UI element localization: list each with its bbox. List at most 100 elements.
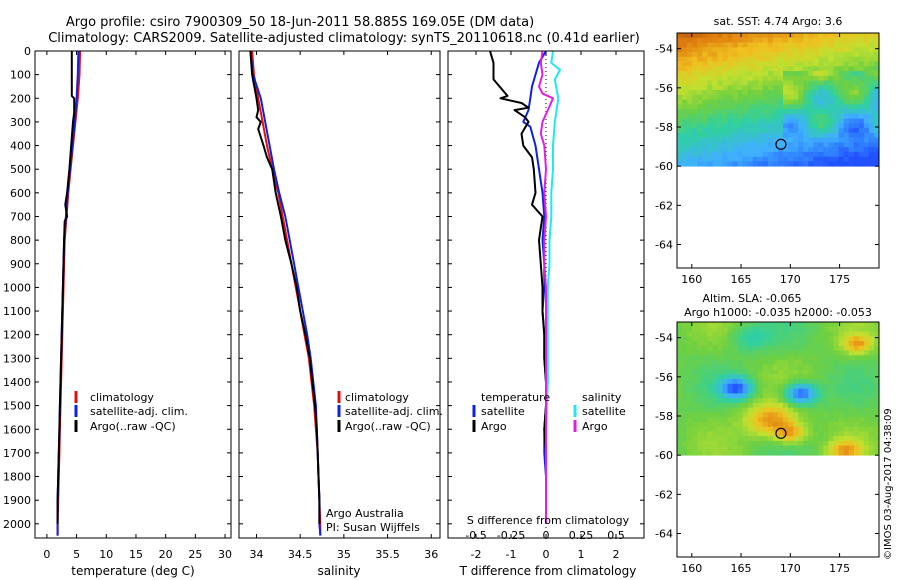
- sst_map-cell: [722, 137, 728, 143]
- sla_map-cell: [707, 436, 713, 442]
- sst_map-cell: [873, 151, 880, 158]
- sla_map-cell: [828, 379, 834, 385]
- sst_map-cell: [737, 61, 744, 67]
- sst_map-cell: [767, 80, 774, 86]
- sst_map-cell: [783, 109, 789, 115]
- sst_map-cell: [823, 42, 829, 48]
- sla_map-cell: [808, 360, 814, 366]
- sst_map-cell: [702, 42, 708, 48]
- sst_map-cell: [788, 109, 794, 115]
- sla_map-cell: [737, 369, 744, 375]
- sst_map-cell: [767, 42, 774, 48]
- sst_map-cell: [692, 142, 698, 148]
- sst_map-cell: [762, 161, 769, 167]
- sla_map-cell: [682, 364, 688, 370]
- sst_map-cell: [808, 161, 814, 167]
- sla_map-cell: [858, 336, 865, 342]
- sla_map-cell: [823, 412, 829, 418]
- sst_map-cell: [863, 161, 870, 167]
- sla_map-cell: [858, 426, 865, 432]
- sla_map-cell: [682, 402, 688, 409]
- sst_map-cell: [828, 109, 834, 115]
- y-tick-label-2: 200: [10, 92, 31, 105]
- x-tick-label-2-3: 1: [578, 548, 585, 561]
- sla_map-cell: [717, 350, 723, 356]
- sla_map-cell: [727, 350, 733, 356]
- sla_map-cell: [757, 379, 764, 385]
- sst_map-cell: [778, 37, 784, 43]
- sst_map-cell: [752, 94, 759, 100]
- sst_map-cell: [677, 161, 683, 167]
- sla_map-cell: [767, 374, 774, 380]
- sst_map-cell: [687, 47, 693, 53]
- sla_map-cell: [848, 393, 855, 399]
- sst_map-cell: [868, 118, 875, 124]
- sla_map-cell: [808, 398, 814, 404]
- sla_map-cell: [783, 407, 789, 413]
- sst_map-cell: [747, 80, 754, 86]
- sla_map-cell: [838, 398, 845, 404]
- sla_map-cell: [788, 445, 794, 451]
- sst_map-cell: [757, 52, 764, 58]
- sla_map-cell: [788, 369, 794, 375]
- sst_map-cell: [687, 66, 693, 72]
- sla_map-cell: [677, 364, 683, 370]
- sst_map-cell: [742, 42, 749, 48]
- sst_map-cell: [863, 61, 870, 67]
- sla_map-cell: [737, 364, 744, 370]
- sla_map-cell: [772, 379, 779, 385]
- sst_map-cell: [838, 47, 845, 53]
- sst_map-cell: [727, 142, 733, 148]
- sst_map-cell: [828, 147, 834, 153]
- sst_map-y-tick-label-0: -54: [655, 43, 673, 56]
- sst_map-cell: [727, 104, 733, 110]
- sla_map-cell: [747, 421, 754, 428]
- sst_map-cell: [762, 33, 769, 39]
- sst_map-cell: [788, 142, 794, 148]
- sst_map-cell: [823, 137, 829, 143]
- sla_map-cell: [833, 393, 839, 399]
- sla_map-cell: [732, 393, 738, 399]
- sla_map-cell: [813, 421, 819, 428]
- sst_map-cell: [793, 147, 799, 153]
- sla_map-cell: [778, 355, 784, 361]
- sst_map-cell: [833, 71, 839, 77]
- sla_map-cell: [848, 421, 855, 428]
- sla_map-cell: [863, 355, 870, 361]
- difference-xlabel: T difference from climatology: [459, 564, 637, 578]
- sla_map-cell: [742, 350, 749, 356]
- sla_map-cell: [873, 431, 880, 437]
- sla_map-cell: [818, 355, 824, 361]
- sla_map-cell: [798, 421, 804, 428]
- sla_map-cell: [767, 341, 774, 347]
- sla_map-cell: [732, 364, 738, 370]
- sst_map-cell: [752, 66, 759, 72]
- sla_map-cell: [808, 402, 814, 409]
- sla_map-cell: [697, 407, 703, 413]
- sst_map-cell: [873, 137, 880, 143]
- sst_map-cell: [793, 132, 799, 139]
- sla_map-cell: [682, 398, 688, 404]
- sla_map-cell: [838, 436, 845, 442]
- sla_map-cell: [788, 364, 794, 370]
- sst_map-cell: [778, 94, 784, 100]
- sla_map-cell: [757, 421, 764, 428]
- sst_map-cell: [868, 151, 875, 158]
- difference-legend-temperature: temperature satellite Argo: [472, 391, 550, 433]
- sst_map-cell: [712, 118, 718, 124]
- sst_map-cell: [677, 75, 683, 81]
- sla_map-cell: [838, 360, 845, 366]
- sst_map-cell: [687, 109, 693, 115]
- sla_map-cell: [697, 421, 703, 428]
- sla_map-cell: [762, 440, 769, 447]
- sla_map-cell: [798, 331, 804, 337]
- sla_map-cell: [848, 436, 855, 442]
- sla_map-cell: [747, 393, 754, 399]
- sla_map-cell: [803, 436, 809, 442]
- sst_map-cell: [697, 42, 703, 48]
- sla_map-cell: [823, 341, 829, 347]
- sla_map-cell: [788, 326, 794, 332]
- sla_map-cell: [848, 388, 855, 394]
- sla_map-cell: [783, 374, 789, 380]
- sst_map-cell: [752, 71, 759, 77]
